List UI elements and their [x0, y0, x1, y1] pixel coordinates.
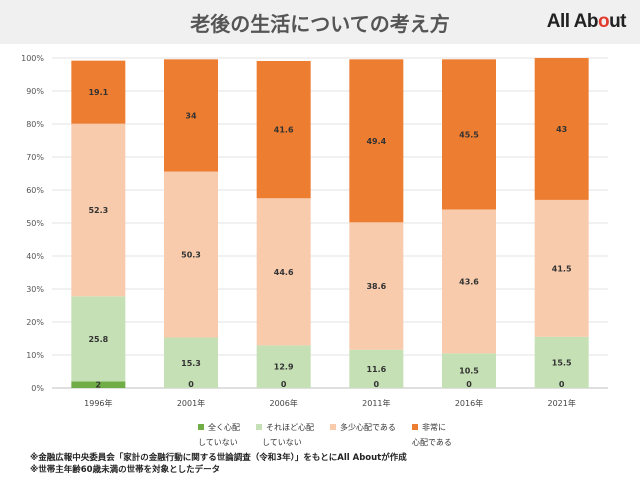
y-axis-ticks: 0% 10% 20% 30% 40% 50% 60% 70% 80% 90% 100%	[21, 54, 44, 393]
data-label-4-1: 10.5	[459, 367, 479, 376]
legend-sublabel-3: 心配である	[412, 438, 452, 447]
data-label-5-1: 15.5	[552, 358, 572, 367]
header-bar: 老後の生活についての考え方 All About	[0, 0, 640, 44]
y-tick-label-0: 0%	[31, 384, 44, 393]
legend-label-0: 全く心配	[208, 423, 240, 432]
data-label-4-2: 43.6	[459, 277, 479, 286]
chart-bars	[71, 58, 589, 388]
data-label-0-1: 25.8	[88, 335, 108, 344]
bar-0-1	[71, 296, 126, 382]
logo-text-accent: o	[597, 11, 610, 32]
data-label-5-0: 0	[559, 380, 565, 389]
x-axis-ticks: 1996年 2001年 2006年 2011年 2016年 2021年	[84, 398, 576, 408]
x-tick-label-4: 2016年	[455, 398, 483, 408]
data-label-3-0: 0	[374, 380, 380, 389]
legend-label-3: 非常に	[422, 423, 446, 432]
y-tick-label-9: 90%	[26, 87, 44, 96]
bar-5-3	[534, 58, 589, 200]
legend-swatch-2	[330, 424, 336, 430]
data-label-2-1: 12.9	[274, 363, 294, 372]
legend-label-1: それほど心配	[266, 423, 314, 432]
bar-1-2	[164, 171, 218, 338]
legend-sublabel-1: していない	[262, 438, 302, 447]
bar-2-1	[256, 345, 311, 388]
y-tick-label-4: 40%	[26, 252, 44, 261]
data-label-1-3: 34	[185, 111, 197, 120]
y-tick-label-7: 70%	[26, 153, 44, 162]
legend-swatch-0	[198, 424, 204, 430]
stacked-bar-chart: 0% 10% 20% 30% 40% 50% 60% 70% 80% 90% 100% 2 25.8 5…	[21, 54, 608, 408]
footnotes: ※金融広報中央委員会「家計の金融行動に関する世論調査（令和3年）」をもとにAll…	[30, 452, 407, 476]
bar-4-2	[442, 209, 496, 354]
bar-2-2	[256, 198, 311, 346]
legend-swatch-1	[256, 424, 262, 430]
y-tick-label-10: 100%	[21, 54, 44, 63]
bar-0-2	[71, 123, 126, 297]
bar-3-2	[349, 222, 404, 350]
data-label-5-2: 41.5	[552, 264, 572, 273]
data-labels: 2 25.8 52.3 19.1 0 15.3 50.3 34 0 12.9 44.6 41.6 0 11…	[88, 88, 572, 390]
legend-swatch-3	[412, 424, 418, 430]
x-tick-label-1: 2001年	[177, 398, 205, 408]
data-label-2-0: 0	[281, 380, 287, 389]
data-label-4-3: 45.5	[459, 130, 479, 139]
bar-3-1	[349, 349, 404, 388]
data-label-0-2: 52.3	[88, 206, 108, 215]
chart-grid	[52, 57, 608, 389]
logo-text-main: All Ab	[546, 11, 599, 32]
allabout-logo: All About	[546, 11, 627, 33]
y-tick-label-8: 80%	[26, 120, 44, 129]
data-label-3-3: 49.4	[366, 137, 386, 146]
logo-text-tail: ut	[609, 11, 626, 32]
data-label-1-1: 15.3	[181, 359, 201, 368]
bar-4-3	[442, 59, 496, 210]
x-tick-label-5: 2021年	[547, 398, 575, 408]
bar-5-2	[534, 199, 589, 337]
footnote-scope: ※世帯主年齢60歳未満の世帯を対象としたデータ	[30, 465, 221, 475]
x-tick-label-0: 1996年	[84, 398, 112, 408]
y-tick-label-5: 50%	[26, 219, 44, 228]
bar-1-3	[164, 59, 218, 172]
data-label-1-0: 0	[188, 380, 194, 389]
data-label-5-3: 43	[556, 125, 567, 134]
x-tick-label-3: 2011年	[362, 398, 390, 408]
page-title: 老後の生活についての考え方	[190, 12, 450, 36]
legend-label-2: 多少心配である	[340, 423, 396, 432]
footnote-source: ※金融広報中央委員会「家計の金融行動に関する世論調査（令和3年）」をもとにAll…	[30, 453, 407, 463]
bar-3-3	[349, 59, 404, 223]
bar-4-1	[442, 353, 496, 388]
data-label-0-0: 2	[96, 381, 102, 390]
bar-2-3	[256, 60, 311, 199]
bar-0-3	[71, 60, 126, 124]
y-tick-label-1: 10%	[26, 351, 44, 360]
bar-5-1	[534, 336, 589, 388]
y-tick-label-3: 30%	[26, 285, 44, 294]
y-tick-label-6: 60%	[26, 186, 44, 195]
bar-1-1	[164, 337, 218, 388]
bar-0-0	[71, 381, 126, 388]
x-tick-label-2: 2006年	[269, 398, 297, 408]
data-label-1-2: 50.3	[181, 251, 201, 260]
data-label-2-2: 44.6	[274, 268, 294, 277]
data-label-0-3: 19.1	[88, 88, 108, 97]
y-tick-label-2: 20%	[26, 318, 44, 327]
data-label-4-0: 0	[466, 380, 472, 389]
chart-legend: 全く心配 していない それほど心配 していない 多少心配である 非常に 心配であ…	[198, 422, 640, 452]
data-label-2-3: 41.6	[274, 126, 294, 135]
data-label-3-1: 11.6	[366, 365, 386, 374]
legend-sublabel-0: していない	[198, 438, 238, 447]
data-label-3-2: 38.6	[366, 282, 386, 291]
